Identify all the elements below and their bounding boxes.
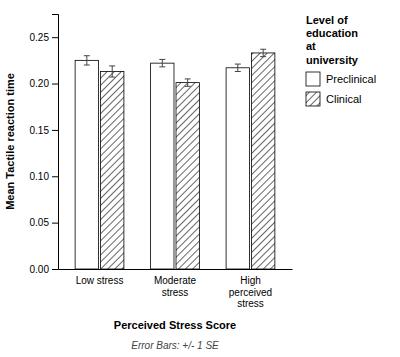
y-tick-mark (52, 269, 58, 270)
legend-label: Preclinical (326, 73, 376, 85)
y-tick-label: 0.20 (30, 78, 50, 89)
y-tick: 0.25 (30, 32, 58, 43)
bar (75, 60, 98, 269)
bar (176, 83, 199, 269)
legend-title: Level ofeducationat university (306, 14, 359, 66)
plot: 0.00 0.05 0.10 0.15 0.20 0.25 Low stress Modera… (4, 15, 293, 332)
y-tick: 0.10 (30, 171, 58, 182)
y-tick: 0.20 (30, 78, 58, 89)
bar (101, 71, 124, 269)
text-line: perceived (229, 287, 272, 298)
x-tick: Low stress (76, 269, 124, 286)
x-tick-label: Low stress (76, 275, 124, 286)
x-tick: Moderatestress (154, 269, 197, 298)
y-axis: 0.00 0.05 0.10 0.15 0.20 0.25 (30, 15, 59, 275)
x-tick-label: Moderatestress (154, 275, 197, 298)
text-line: Moderate (154, 275, 197, 286)
legend-label: Clinical (326, 93, 361, 105)
series (75, 60, 249, 269)
error-bars (109, 49, 266, 86)
x-axis-title: Perceived Stress Score (114, 319, 236, 331)
y-tick-mark (52, 223, 58, 224)
y-axis-line (52, 15, 59, 270)
bar (252, 53, 275, 269)
error-bar (260, 49, 266, 56)
text-line: Low stress (76, 275, 124, 286)
text-line: High (240, 275, 261, 286)
marks (75, 49, 275, 269)
y-tick-label: 0.10 (30, 171, 50, 182)
legend-swatch (306, 92, 320, 106)
text-line: university (306, 54, 359, 66)
y-tick-mark (52, 37, 58, 38)
text-line: stress (162, 287, 189, 298)
y-tick: 0.15 (30, 125, 58, 136)
y-tick-label: 0.00 (30, 264, 50, 275)
legend: Level ofeducationat university Preclinical… (306, 14, 376, 106)
y-tick-label: 0.25 (30, 32, 50, 43)
y-tick-mark (52, 84, 58, 85)
y-tick-mark (52, 130, 58, 131)
text-line: at (306, 40, 316, 52)
error-bar (159, 59, 165, 66)
y-tick: 0.00 (30, 264, 58, 275)
x-axis: Low stressModeratestressHighperceivedstr… (59, 269, 293, 309)
bar (151, 63, 174, 269)
legend-entry: Clinical (306, 92, 361, 106)
y-tick-mark (52, 176, 58, 177)
error-bar (109, 66, 115, 77)
x-tick: Highperceivedstress (229, 269, 272, 309)
legend-swatch (306, 72, 320, 86)
y-tick-label: 0.05 (30, 217, 50, 228)
chart: 0.00 0.05 0.10 0.15 0.20 0.25 Low stress Modera… (0, 0, 400, 357)
error-bar (235, 64, 241, 71)
error-bars (84, 56, 241, 72)
y-axis-title: Mean Tactile reaction time (4, 73, 16, 210)
series (101, 53, 275, 269)
error-bar (185, 79, 191, 86)
y-tick: 0.05 (30, 217, 58, 228)
text-line: education (306, 27, 358, 39)
footnote: Error Bars: +/- 1 SE (131, 340, 219, 351)
x-tick-label: Highperceivedstress (229, 275, 272, 309)
error-bar (84, 56, 90, 65)
x-axis-line (59, 269, 293, 270)
y-tick-label: 0.15 (30, 125, 50, 136)
bar (226, 68, 249, 269)
legend-entry: Preclinical (306, 72, 376, 86)
text-line: stress (237, 298, 264, 309)
text-line: Level of (306, 14, 348, 26)
